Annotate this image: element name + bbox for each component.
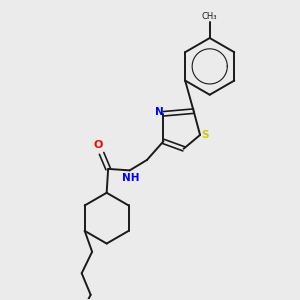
Text: CH₃: CH₃ [202, 12, 218, 21]
Text: S: S [202, 130, 209, 140]
Text: NH: NH [122, 173, 140, 183]
Text: N: N [155, 107, 164, 117]
Text: O: O [94, 140, 103, 150]
